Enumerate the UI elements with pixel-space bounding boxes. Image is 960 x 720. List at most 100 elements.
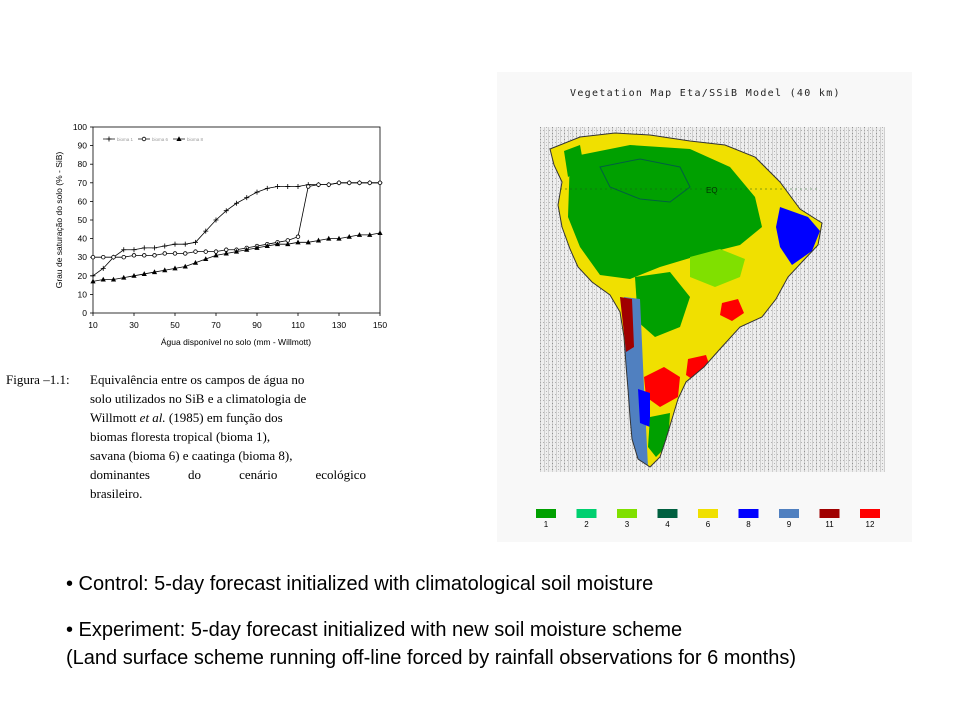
data-point — [244, 195, 250, 201]
data-point — [141, 271, 147, 276]
data-point — [295, 234, 301, 239]
legend-swatch-11 — [819, 509, 840, 518]
data-point — [336, 235, 342, 241]
data-point — [213, 217, 219, 223]
data-point — [203, 249, 208, 254]
data-point — [142, 253, 147, 258]
data-point — [182, 263, 188, 269]
data-point — [162, 267, 168, 273]
data-point — [193, 239, 198, 245]
caption-label: Figura –1.1: — [6, 372, 70, 387]
data-point — [182, 241, 188, 247]
chart-series — [90, 180, 383, 284]
caption-line-6: dominantes do cenário ecológico — [90, 467, 366, 482]
legend-swatch-3 — [617, 509, 637, 518]
caption-line-7: brasileiro. — [90, 486, 143, 501]
data-point — [192, 259, 199, 265]
data-point — [285, 184, 291, 190]
data-point — [101, 254, 106, 260]
data-point — [326, 235, 332, 241]
data-point — [347, 180, 352, 185]
data-point — [244, 246, 250, 252]
legend-label-12: 12 — [866, 520, 875, 529]
data-point — [172, 251, 178, 256]
series-bioma-6 — [90, 180, 383, 260]
data-point — [100, 276, 106, 282]
legend-swatch-1 — [536, 509, 556, 518]
data-point — [316, 182, 321, 187]
series-line — [92, 182, 380, 277]
data-point — [223, 208, 229, 214]
data-point — [377, 180, 383, 185]
caption-line-3: Willmott et al. (1985) em função dos — [90, 410, 283, 425]
y-tick-label: 50 — [78, 215, 88, 225]
data-point — [193, 249, 198, 254]
data-point — [305, 239, 311, 245]
data-point — [213, 252, 219, 258]
data-point — [234, 200, 239, 206]
legend-swatch-6 — [698, 509, 718, 518]
x-tick-label: 130 — [332, 320, 346, 330]
legend-label-4: 4 — [665, 520, 670, 529]
map-eq-label: EQ — [706, 186, 718, 195]
legend-entry: bioma 8 — [173, 136, 204, 142]
series-bioma-1 — [90, 180, 383, 279]
caption-line-5: savana (bioma 6) e caatinga (bioma 8), — [90, 448, 293, 463]
x-tick-label: 70 — [211, 320, 221, 330]
data-point — [295, 239, 301, 245]
data-point — [90, 254, 96, 260]
data-point — [176, 136, 182, 141]
data-point — [131, 253, 137, 258]
bullet-experiment: • Experiment: 5-day forecast initialized… — [66, 619, 683, 641]
legend-label-3: 3 — [625, 520, 630, 529]
data-point — [295, 184, 301, 190]
data-point — [356, 232, 363, 237]
data-point — [100, 265, 106, 271]
x-tick-label: 110 — [291, 320, 305, 330]
data-point — [275, 184, 280, 190]
chart-y-axis-label: Grau de saturação do solo (% - SiB) — [54, 152, 64, 289]
figure-caption: Figura –1.1: Equivalência entre os campos… — [6, 370, 366, 503]
legend-label-11: 11 — [825, 520, 834, 529]
legend-label-8: 8 — [746, 520, 751, 529]
legend-label-1: 1 — [544, 520, 549, 529]
y-tick-label: 10 — [78, 289, 88, 299]
data-point — [172, 265, 178, 271]
data-point — [306, 184, 311, 189]
data-point — [121, 274, 127, 280]
data-point — [110, 276, 117, 282]
data-point — [121, 254, 126, 260]
y-tick-label: 100 — [73, 122, 87, 132]
legend-entry: bioma 6 — [138, 136, 169, 142]
data-point — [152, 245, 157, 251]
bullet-experiment-note: (Land surface scheme running off-line fo… — [66, 647, 797, 669]
x-tick-label: 150 — [373, 320, 387, 330]
data-point — [377, 230, 383, 236]
experiment-description: • Control: 5-day forecast initialized wi… — [66, 570, 796, 672]
y-tick-label: 0 — [82, 308, 87, 318]
bullet-control: • Control: 5-day forecast initialized wi… — [66, 573, 654, 595]
caption-line-4: biomas floresta tropical (bioma 1), — [90, 429, 271, 444]
data-point — [367, 180, 372, 185]
data-point — [162, 243, 168, 249]
data-point — [90, 278, 96, 284]
data-point — [357, 180, 362, 185]
data-point — [336, 180, 342, 185]
chart-legend: bioma 1 bioma 6 bioma 8 — [103, 136, 204, 142]
y-tick-label: 80 — [78, 159, 88, 169]
data-point — [106, 136, 112, 142]
data-point — [315, 237, 322, 243]
x-tick-label: 50 — [170, 320, 180, 330]
legend-swatch-12 — [860, 509, 880, 518]
data-point — [203, 256, 209, 262]
caption-line-1: Equivalência entre os campos de água no — [90, 372, 305, 387]
data-point — [111, 254, 116, 260]
data-point — [152, 253, 157, 258]
data-point — [141, 245, 147, 251]
caption-et-al: et al. — [139, 410, 166, 425]
data-point — [326, 182, 331, 187]
plot-frame — [92, 126, 381, 314]
data-point — [254, 189, 260, 195]
